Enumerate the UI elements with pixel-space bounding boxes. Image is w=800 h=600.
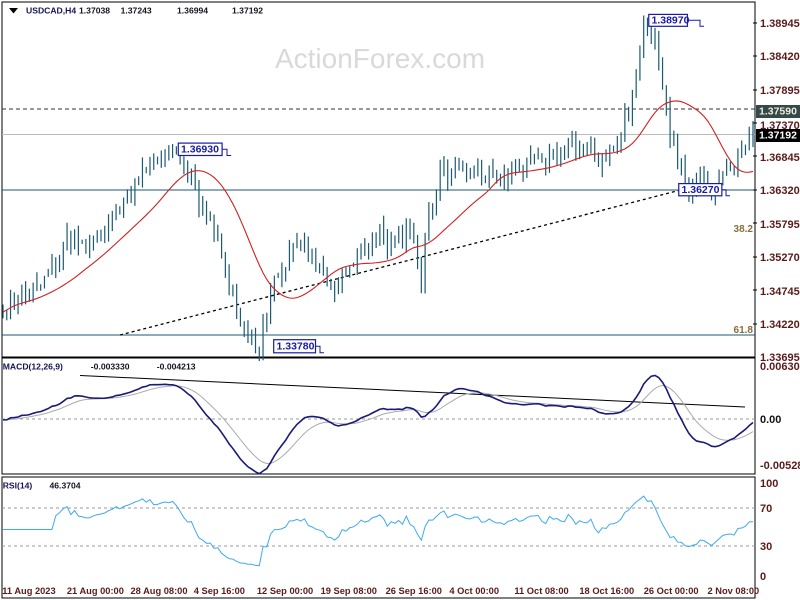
svg-text:1.37038: 1.37038 xyxy=(79,5,110,15)
svg-text:2 Nov 08:00: 2 Nov 08:00 xyxy=(708,586,760,596)
svg-text:1.36270: 1.36270 xyxy=(682,184,720,196)
svg-text:1.35795: 1.35795 xyxy=(760,219,800,231)
svg-text:18 Oct 16:00: 18 Oct 16:00 xyxy=(579,586,634,596)
svg-text:1.37192: 1.37192 xyxy=(759,130,797,142)
svg-text:1.34745: 1.34745 xyxy=(760,286,800,298)
svg-text:26 Oct 00:00: 26 Oct 00:00 xyxy=(644,586,699,596)
svg-text:-0.004213: -0.004213 xyxy=(157,361,196,371)
svg-text:1.33780: 1.33780 xyxy=(277,341,315,353)
svg-text:11 Aug 2023: 11 Aug 2023 xyxy=(2,586,55,596)
svg-text:USDCAD,H4: USDCAD,H4 xyxy=(26,5,76,15)
svg-text:1.37243: 1.37243 xyxy=(121,5,152,15)
svg-text:11 Oct 08:00: 11 Oct 08:00 xyxy=(514,586,568,596)
svg-text:0: 0 xyxy=(760,571,766,583)
svg-text:-0.005283: -0.005283 xyxy=(760,460,800,472)
svg-text:-0.003330: -0.003330 xyxy=(91,361,130,371)
svg-text:38.2: 38.2 xyxy=(734,224,754,235)
svg-text:1.36320: 1.36320 xyxy=(760,185,800,197)
svg-text:4 Sep 16:00: 4 Sep 16:00 xyxy=(194,586,245,596)
svg-text:1.37590: 1.37590 xyxy=(759,106,797,118)
svg-text:70: 70 xyxy=(760,503,772,515)
svg-text:1.36845: 1.36845 xyxy=(760,152,800,164)
svg-text:1.36994: 1.36994 xyxy=(177,5,208,15)
svg-text:1.36930: 1.36930 xyxy=(181,144,219,156)
svg-text:1.38420: 1.38420 xyxy=(760,51,800,63)
svg-text:61.8: 61.8 xyxy=(734,325,754,336)
svg-text:4 Oct 00:00: 4 Oct 00:00 xyxy=(449,586,499,596)
svg-text:ActionForex.com: ActionForex.com xyxy=(275,43,485,74)
svg-text:1.35270: 1.35270 xyxy=(760,252,800,264)
svg-text:RSI(14): RSI(14) xyxy=(3,480,33,490)
svg-text:46.3704: 46.3704 xyxy=(50,480,81,490)
svg-text:1.37895: 1.37895 xyxy=(760,85,800,97)
svg-text:12 Sep 00:00: 12 Sep 00:00 xyxy=(257,586,313,596)
svg-text:1.38970: 1.38970 xyxy=(652,15,690,27)
svg-text:21 Aug 00:00: 21 Aug 00:00 xyxy=(67,586,124,596)
svg-text:100: 100 xyxy=(760,478,778,490)
svg-text:0.006305: 0.006305 xyxy=(760,361,800,373)
svg-text:1.34220: 1.34220 xyxy=(760,319,800,331)
svg-text:19 Sep 08:00: 19 Sep 08:00 xyxy=(321,586,377,596)
svg-text:28 Aug 08:00: 28 Aug 08:00 xyxy=(131,586,188,596)
svg-text:30: 30 xyxy=(760,541,772,553)
svg-text:MACD(12,26,9): MACD(12,26,9) xyxy=(3,361,63,371)
svg-text:1.38945: 1.38945 xyxy=(760,18,800,30)
svg-text:1.37192: 1.37192 xyxy=(232,5,263,15)
svg-text:26 Sep 16:00: 26 Sep 16:00 xyxy=(386,586,442,596)
svg-text:0.00: 0.00 xyxy=(760,414,781,426)
